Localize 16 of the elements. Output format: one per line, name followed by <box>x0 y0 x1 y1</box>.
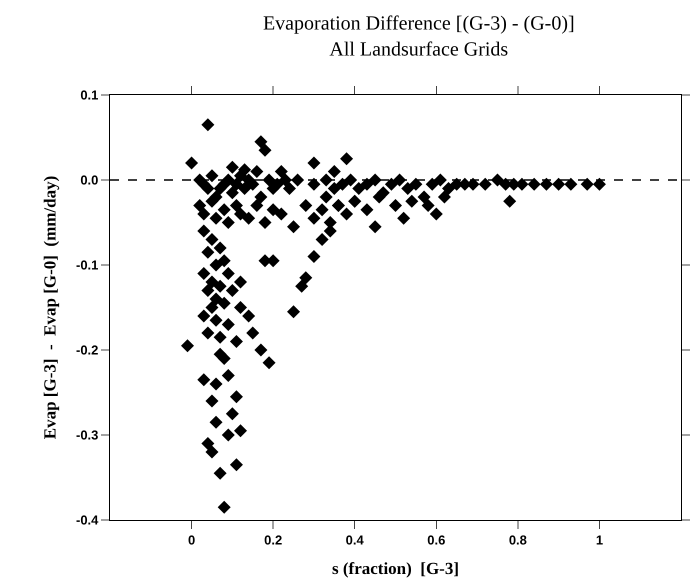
y-tick-label: -0.2 <box>76 342 98 358</box>
y-tick-label: -0.3 <box>76 428 98 443</box>
x-tick-label: 0 <box>188 532 196 548</box>
y-axis-title: Evap [G-3] - Evap [G-0] (mm/day) <box>40 176 60 440</box>
x-tick-label: 0.8 <box>508 532 527 548</box>
y-tick-label: -0.4 <box>76 512 100 528</box>
x-tick-label: 0.6 <box>427 532 446 548</box>
x-axis-title: s (fraction) [G-3] <box>332 559 459 578</box>
chart-subtitle: All Landsurface Grids <box>329 38 508 60</box>
x-tick-label: 0.2 <box>264 532 282 548</box>
x-tick-label: 1 <box>596 532 604 548</box>
y-tick-label: -0.1 <box>76 258 98 273</box>
x-tick-label: 0.4 <box>346 532 365 548</box>
chart-title: Evaporation Difference [(G-3) - (G-0)] <box>262 12 575 34</box>
y-tick-label: 0.0 <box>80 172 98 188</box>
y-tick-label: 0.1 <box>80 88 98 103</box>
